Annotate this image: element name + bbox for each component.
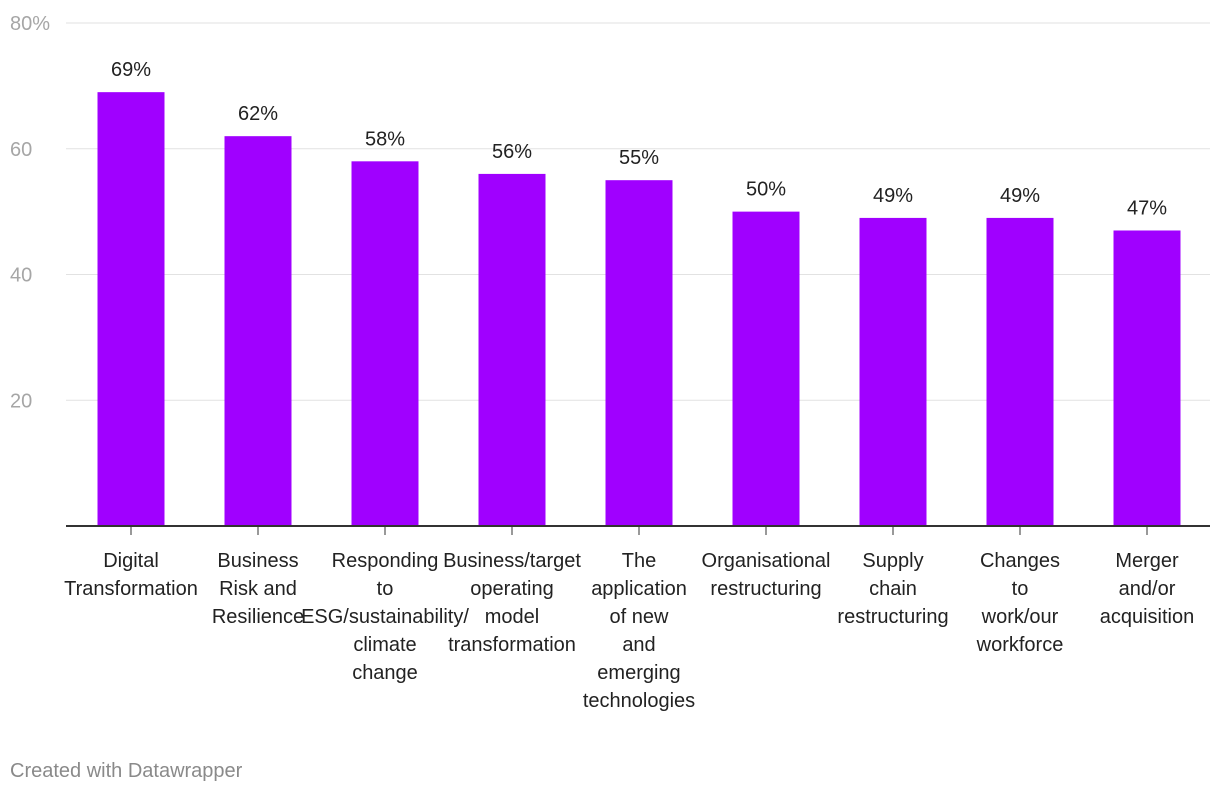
value-label-9: 47% — [1127, 197, 1167, 219]
category-label-line: and — [622, 634, 655, 656]
category-label-9: Merger and/or acquisition — [1100, 550, 1195, 628]
category-label-line: Merger — [1115, 550, 1179, 572]
category-label-line: change — [352, 662, 418, 684]
category-label-line: The — [622, 550, 656, 572]
bar-3 — [351, 161, 419, 526]
y-tick-label-20: 20 — [10, 390, 32, 412]
bar-5 — [605, 180, 673, 526]
y-tick-label-80: 80% — [10, 13, 50, 35]
category-label-line: Changes — [980, 550, 1060, 572]
category-label-line: operating — [470, 578, 553, 600]
category-label-line: model — [485, 606, 539, 628]
category-label-3: Responding to ESG/sustainability/climate ch… — [301, 550, 469, 684]
category-label-line: Business/target — [443, 550, 581, 572]
bar-2 — [224, 136, 292, 527]
bar-4 — [478, 173, 546, 526]
category-label-4: Business/target operating model transformat… — [443, 550, 581, 656]
category-label-line: and/or — [1119, 578, 1176, 600]
bar-9 — [1113, 230, 1181, 527]
category-label-line: of new — [610, 606, 669, 628]
category-label-line: chain — [869, 578, 917, 600]
category-label-line: Supply — [862, 550, 923, 572]
category-label-5: The application of new and emerging technolog… — [583, 550, 695, 712]
value-label-5: 55% — [619, 147, 659, 169]
category-label-line: Business — [217, 550, 298, 572]
y-tick-label-60: 60 — [10, 139, 32, 161]
value-label-1: 69% — [111, 59, 151, 81]
category-label-line: restructuring — [837, 606, 948, 628]
datawrapper-credit: Created with Datawrapper — [10, 760, 243, 782]
value-label-8: 49% — [1000, 185, 1040, 207]
category-label-7: Supply chain restructuring — [837, 550, 948, 628]
value-label-6: 50% — [746, 179, 786, 201]
bar-7 — [859, 217, 927, 526]
value-label-7: 49% — [873, 185, 913, 207]
category-label-line: workforce — [976, 634, 1064, 656]
bar-8 — [986, 217, 1054, 526]
y-tick-label-40: 40 — [10, 265, 32, 287]
bar-1 — [97, 92, 165, 526]
category-label-line: emerging — [597, 662, 680, 684]
value-label-2: 62% — [238, 103, 278, 125]
value-label-4: 56% — [492, 141, 532, 163]
category-label-line: to — [377, 578, 394, 600]
category-label-line: restructuring — [710, 578, 821, 600]
category-label-line: Digital — [103, 550, 159, 572]
category-label-line: technologies — [583, 690, 695, 712]
category-label-line: Resilience — [212, 606, 304, 628]
category-label-line: acquisition — [1100, 606, 1195, 628]
category-label-line: Risk and — [219, 578, 297, 600]
category-label-line: Responding — [332, 550, 439, 572]
category-label-2: Business Risk and Resilience — [212, 550, 304, 628]
bar-6 — [732, 211, 800, 526]
category-label-line: application — [591, 578, 687, 600]
category-label-line: Organisational — [702, 550, 831, 572]
category-label-6: Organisational restructuring — [702, 550, 831, 600]
value-label-3: 58% — [365, 128, 405, 150]
category-label-8: Changes to work/our workforce — [976, 550, 1064, 656]
category-label-line: work/our — [981, 606, 1059, 628]
category-label-line: transformation — [448, 634, 576, 656]
category-label-line: to — [1012, 578, 1029, 600]
category-label-line: Transformation — [64, 578, 198, 600]
category-label-line: ESG/sustainability/ — [301, 606, 469, 628]
category-label-1: Digital Transformation — [64, 550, 198, 600]
category-label-line: climate — [353, 634, 416, 656]
